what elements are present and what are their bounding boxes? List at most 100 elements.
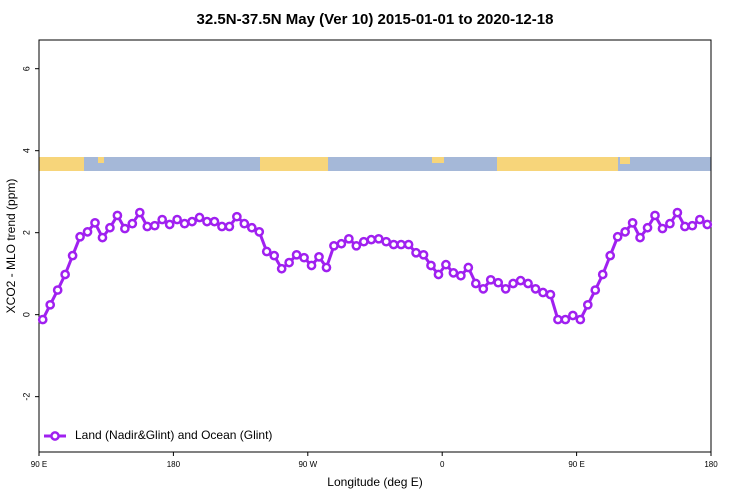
chart-title: 32.5N-37.5N May (Ver 10) 2015-01-01 to 2… — [197, 11, 554, 28]
plot-frame — [38, 39, 712, 453]
data-point — [284, 257, 294, 268]
data-point — [470, 278, 481, 289]
data-point — [209, 216, 220, 227]
data-point — [433, 269, 444, 280]
data-point — [291, 249, 302, 260]
x-tick-label: 0 — [440, 460, 445, 469]
y-tick-label: 2 — [21, 230, 31, 235]
data-point — [441, 259, 451, 270]
data-point — [620, 227, 630, 237]
data-point — [373, 233, 384, 244]
data-point — [418, 249, 429, 260]
data-point — [232, 211, 242, 222]
data-point — [523, 278, 533, 289]
data-point — [665, 218, 675, 229]
y-axis-label: XCO2 - MLO trend (ppm) — [4, 179, 18, 314]
data-point — [627, 217, 638, 228]
data-point — [127, 218, 138, 229]
data-point — [575, 314, 586, 325]
data-point — [179, 218, 190, 229]
data-point — [75, 231, 85, 242]
y-tick-label: 6 — [21, 66, 31, 71]
x-tick-label: 90 E — [568, 460, 584, 469]
data-point — [515, 275, 526, 286]
data-point — [314, 252, 324, 262]
x-tick-label: 180 — [704, 460, 718, 469]
series-line — [41, 209, 709, 322]
data-point — [321, 262, 332, 273]
data-point — [149, 220, 160, 231]
data-point — [456, 270, 466, 281]
data-point — [396, 239, 406, 250]
data-point — [52, 285, 63, 295]
data-point — [657, 223, 668, 234]
data-point — [366, 234, 377, 245]
data-point — [538, 287, 548, 298]
data-point — [590, 285, 601, 295]
data-point — [97, 232, 108, 243]
data-point — [336, 238, 347, 249]
data-point — [381, 236, 392, 247]
data-point — [448, 268, 459, 278]
data-point — [582, 299, 593, 310]
legend-marker — [50, 431, 60, 441]
data-point — [485, 274, 496, 285]
data-point — [134, 207, 145, 218]
x-tick-label: 180 — [167, 460, 181, 469]
data-point — [553, 314, 563, 325]
data-point — [254, 227, 265, 237]
data-point — [500, 283, 511, 294]
x-tick-label: 90 E — [31, 460, 47, 469]
data-point — [358, 236, 369, 247]
data-point — [239, 218, 250, 229]
data-point — [246, 222, 257, 233]
data-point — [329, 240, 339, 251]
data-point — [650, 210, 660, 221]
data-point — [672, 207, 683, 218]
data-point — [105, 222, 115, 233]
data-point — [493, 277, 504, 288]
data-point — [60, 269, 70, 280]
data-point — [142, 221, 153, 232]
y-tick-label: 0 — [21, 312, 31, 317]
x-axis-label: Longitude (deg E) — [327, 475, 422, 489]
data-point — [276, 263, 287, 274]
data-point — [269, 250, 280, 261]
data-point — [508, 278, 518, 289]
data-point — [463, 262, 474, 273]
data-point — [120, 223, 130, 234]
data-point — [702, 219, 713, 230]
data-point — [351, 240, 362, 251]
data-point — [187, 216, 197, 227]
data-point — [560, 314, 571, 325]
data-point — [157, 214, 168, 225]
data-point — [687, 220, 698, 231]
data-point — [164, 219, 175, 230]
data-point — [217, 221, 227, 232]
data-point — [306, 260, 317, 271]
data-point — [344, 233, 354, 244]
data-point — [224, 221, 235, 232]
data-point — [261, 246, 272, 257]
y-tick-label: -2 — [21, 393, 31, 401]
data-point — [612, 231, 623, 242]
data-point — [411, 247, 421, 258]
data-point — [194, 212, 205, 223]
data-point — [90, 217, 100, 228]
y-tick-label: 4 — [21, 148, 31, 153]
data-point — [172, 214, 182, 225]
data-point — [202, 216, 212, 227]
data-point — [299, 252, 309, 263]
data-point — [37, 314, 48, 325]
data-point — [545, 289, 556, 300]
data-point — [67, 250, 78, 261]
data-point — [635, 232, 645, 243]
data-point — [642, 222, 653, 233]
data-point — [112, 210, 123, 221]
data-point — [605, 250, 616, 261]
data-point — [568, 310, 578, 321]
data-point — [694, 214, 705, 225]
x-tick-label: 90 W — [298, 460, 317, 469]
data-point — [426, 260, 436, 271]
